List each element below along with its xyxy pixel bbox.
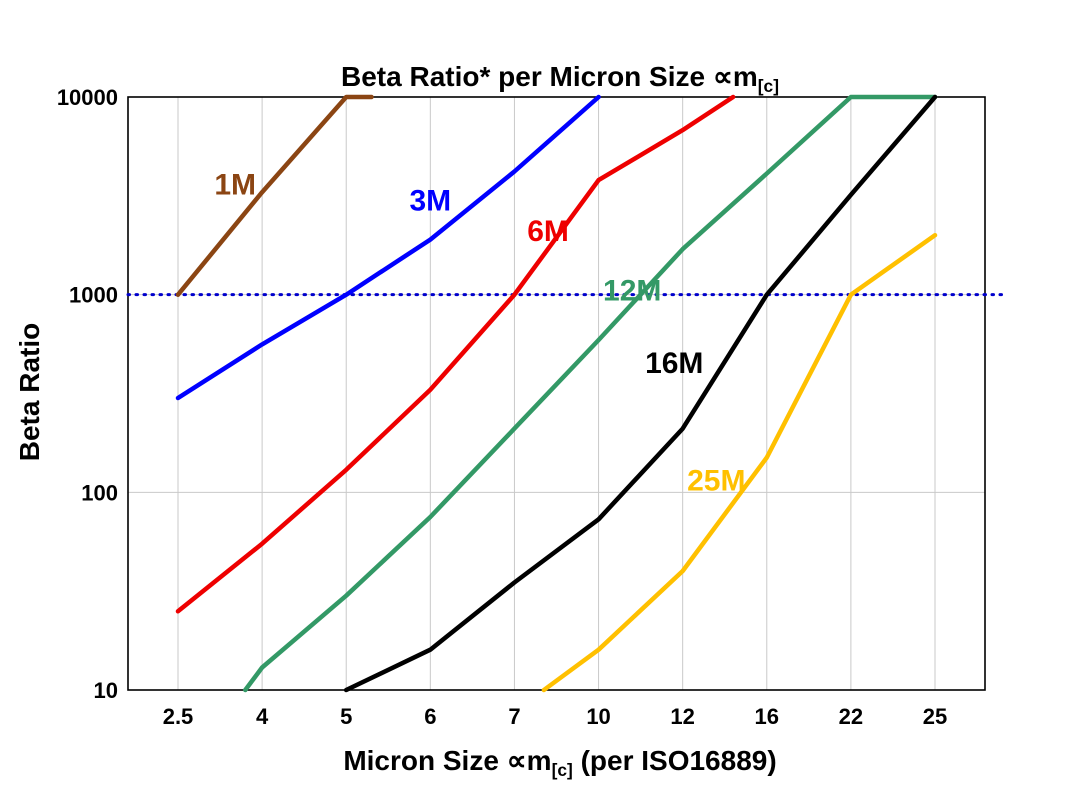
x-axis-title: Micron Size ∝m[c] (per ISO16889) bbox=[115, 744, 1005, 781]
x-axis-title-text: Micron Size ∝m bbox=[343, 745, 552, 776]
chart-title-subscript: [c] bbox=[757, 76, 779, 97]
chart-title-text: Beta Ratio* per Micron Size ∝m bbox=[341, 61, 758, 92]
y-tick-label-100: 100 bbox=[81, 480, 118, 505]
x-tick-label-5: 5 bbox=[340, 704, 352, 729]
x-tick-label-6: 6 bbox=[424, 704, 436, 729]
series-label-1M: 1M bbox=[214, 169, 256, 202]
x-tick-label-7: 7 bbox=[508, 704, 520, 729]
x-tick-label-4: 4 bbox=[256, 704, 269, 729]
series-label-6M: 6M bbox=[527, 215, 569, 248]
x-tick-label-25: 25 bbox=[923, 704, 947, 729]
series-line-6M bbox=[175, 94, 736, 614]
x-tick-label-2.5: 2.5 bbox=[163, 704, 194, 729]
x-axis-title-subscript: [c] bbox=[551, 760, 573, 781]
x-tick-label-16: 16 bbox=[755, 704, 779, 729]
y-tick-label-1000: 1000 bbox=[69, 283, 118, 308]
plot-frame bbox=[127, 96, 986, 691]
x-axis-title-suffix: (per ISO16889) bbox=[572, 745, 777, 776]
series-line-16M bbox=[343, 94, 938, 693]
series-line-12M bbox=[243, 94, 938, 693]
series-label-12M: 12M bbox=[603, 274, 661, 307]
series-line-1M bbox=[175, 94, 374, 297]
series-line-25M bbox=[541, 232, 938, 693]
chart-title: Beta Ratio* per Micron Size ∝m[c] bbox=[115, 60, 1005, 97]
series-label-25M: 25M bbox=[687, 464, 745, 497]
x-tick-label-10: 10 bbox=[586, 704, 610, 729]
y-axis-title: Beta Ratio bbox=[14, 322, 45, 462]
x-tick-label-12: 12 bbox=[670, 704, 694, 729]
series-line-3M bbox=[175, 94, 601, 401]
y-tick-label-10000: 10000 bbox=[57, 85, 118, 110]
series-label-16M: 16M bbox=[645, 347, 703, 380]
series-label-3M: 3M bbox=[409, 184, 451, 217]
y-tick-label-10: 10 bbox=[94, 678, 118, 703]
x-tick-label-22: 22 bbox=[839, 704, 863, 729]
